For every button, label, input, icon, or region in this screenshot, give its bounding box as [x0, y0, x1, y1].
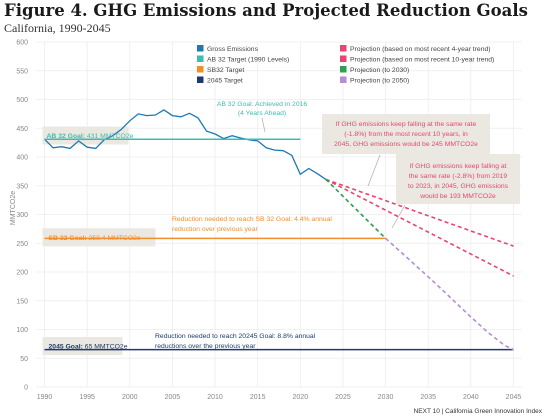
ab32-achieved-text: AB 32 Goal: Achieved in 2016: [217, 101, 308, 108]
legend-swatch: [340, 55, 347, 62]
trend10-connector: [367, 154, 381, 187]
legend-label: SB32 Target: [207, 67, 244, 74]
series-line-6: [325, 178, 387, 239]
trend4-text: the same rate (-2.8%) from 2019: [409, 173, 507, 180]
ab32-goal-box: [42, 126, 129, 145]
y-tick-label: 150: [16, 298, 28, 305]
y-tick-label: 200: [16, 270, 28, 277]
2045-needed-text: Reduction needed to reach 20245 Goal: 8.…: [155, 333, 316, 340]
y-tick-label: 300: [16, 212, 28, 219]
y-tick-label: 500: [16, 97, 28, 104]
legend-swatch: [197, 55, 204, 62]
x-tick-label: 2015: [250, 394, 266, 401]
trend10-text: (-1.8%) from the most recent 10 years, i…: [344, 131, 468, 138]
trend10-text: If GHG emissions keep falling at the sam…: [336, 121, 477, 128]
2045-goal-text: 2045 Goal: 65 MMTCO2e: [49, 343, 128, 350]
sb32-goal-box: [42, 228, 156, 247]
legend-label: Projection (based on most recent 10-year…: [350, 57, 494, 64]
sb32-needed-text: reduction over previous year: [172, 226, 258, 233]
legend-label: Projection (based on most recent 4-year …: [350, 46, 491, 53]
legend-label: Gross Emissions: [207, 46, 259, 53]
legend-swatch: [340, 76, 347, 83]
series-line-7: [385, 237, 514, 351]
y-tick-label: 400: [16, 155, 28, 162]
footer-source: NEXT 10 | California Green Innovation In…: [413, 408, 542, 415]
y-tick-label: 600: [16, 40, 28, 47]
y-tick-label: 100: [16, 327, 28, 334]
trend4-connector: [391, 204, 406, 229]
trend10-box: [322, 114, 490, 154]
x-tick-label: 2005: [165, 394, 181, 401]
x-tick-label: 2000: [122, 394, 138, 401]
trend4-text: to 2023, in 2045, GHG emissions: [408, 183, 509, 190]
trend4-box: [396, 154, 520, 204]
y-tick-label: 550: [16, 68, 28, 75]
y-tick-label: 450: [16, 126, 28, 133]
x-tick-label: 2040: [463, 394, 479, 401]
ab32-achieved-text: (4 Years Ahead): [238, 110, 286, 117]
y-axis-label: MMTCO2e: [10, 191, 17, 225]
x-tick-label: 2035: [420, 394, 436, 401]
trend4-text: would be 193 MMTCO2e: [419, 193, 496, 200]
y-tick-label: 50: [20, 356, 28, 363]
legend-swatch: [197, 76, 204, 83]
x-tick-label: 2030: [378, 394, 394, 401]
series-line-4: [325, 178, 514, 247]
series-line-0: [44, 109, 327, 180]
series-line-5: [325, 178, 514, 277]
sb32-needed-text: Reduction needed to reach SB 32 Goal: 4.…: [172, 216, 332, 223]
trend10-text: 2045, GHG emissions would be 245 MMTCO2e: [334, 141, 478, 148]
x-tick-label: 2025: [335, 394, 351, 401]
legend-label: 2045 Target: [207, 78, 243, 85]
legend: Gross Emissions AB 32 Target (1990 Levels…: [197, 45, 494, 85]
x-tick-label: 2010: [207, 394, 223, 401]
trend4-text: If GHG emissions keep falling at: [409, 163, 506, 170]
legend-swatch: [340, 45, 347, 52]
annotation-boxes: [42, 114, 520, 355]
legend-label: Projection (to 2030): [350, 67, 409, 74]
legend-label: AB 32 Target (1990 Levels): [207, 57, 289, 64]
legend-label: Projection (to 2050): [350, 78, 409, 85]
legend-swatch: [340, 66, 347, 73]
x-tick-label: 1990: [37, 394, 53, 401]
x-tick-label: 1995: [79, 394, 95, 401]
chart-subtitle: California, 1990-2045: [4, 21, 111, 35]
annotations: AB 32 Goal: Achieved in 2016 (4 Years Ahe…: [47, 101, 509, 350]
y-tick-label: 250: [16, 241, 28, 248]
axis-ticks: 0 50 100 150 200 250 300 350 400 450 500 550 600 1990…: [16, 40, 521, 402]
x-tick-label: 2020: [293, 394, 309, 401]
y-tick-label: 350: [16, 183, 28, 190]
y-tick-label: 0: [24, 385, 28, 392]
legend-swatch: [197, 66, 204, 73]
2045-goal-box: [42, 336, 123, 355]
2045-needed-text: reductions over the previous year: [155, 343, 256, 350]
x-tick-label: 2045: [506, 394, 522, 401]
ab32-goal-text: AB 32 Goal: 431 MMTCO2e: [47, 133, 134, 140]
ab32-connector: [261, 117, 266, 133]
chart-title: Figure 4. GHG Emissions and Projected Re…: [4, 1, 528, 20]
sb32-goal-text: SB 32 Goal: 258.4 MMTCO2e: [49, 235, 141, 242]
legend-swatch: [197, 45, 204, 52]
series-layer: [44, 109, 514, 351]
